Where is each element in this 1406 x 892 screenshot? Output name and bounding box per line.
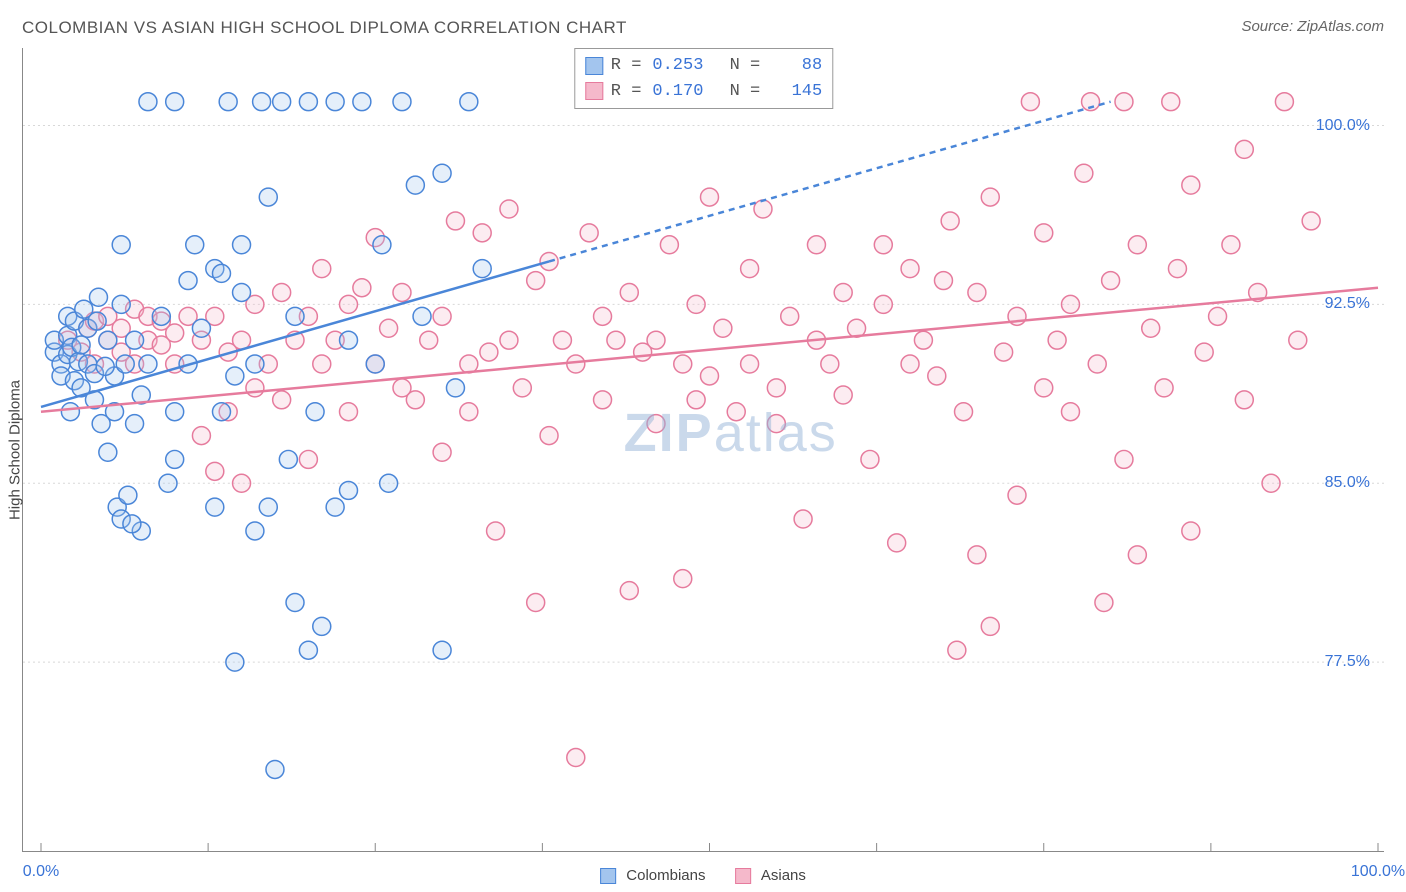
y-tick-label: 100.0%	[1316, 117, 1370, 135]
source-attribution: Source: ZipAtlas.com	[1241, 18, 1384, 35]
swatch-colombians-footer	[600, 868, 616, 884]
plot-area: High School Diploma ZIPatlas R = 0.253 N…	[22, 48, 1384, 852]
y-axis-label: High School Diploma	[7, 379, 24, 519]
y-tick-label: 85.0%	[1325, 474, 1370, 492]
legend-item-colombians: Colombians	[600, 867, 705, 884]
footer-legend: Colombians Asians	[600, 867, 806, 884]
stats-legend-box: R = 0.253 N = 88 R = 0.170 N = 145	[574, 48, 833, 109]
x-tick-label: 0.0%	[23, 863, 59, 881]
y-tick-label: 92.5%	[1325, 295, 1370, 313]
stats-row-colombians: R = 0.253 N = 88	[585, 53, 822, 79]
swatch-colombians	[585, 57, 603, 75]
swatch-asians-footer	[736, 868, 752, 884]
x-tick-label: 100.0%	[1351, 863, 1405, 881]
y-tick-label: 77.5%	[1325, 653, 1370, 671]
chart-title: COLOMBIAN VS ASIAN HIGH SCHOOL DIPLOMA C…	[22, 18, 627, 37]
swatch-asians	[585, 82, 603, 100]
chart-header: COLOMBIAN VS ASIAN HIGH SCHOOL DIPLOMA C…	[22, 18, 1384, 48]
legend-item-asians: Asians	[736, 867, 806, 884]
stats-row-asians: R = 0.170 N = 145	[585, 79, 822, 105]
scatter-plot-svg	[23, 48, 1384, 851]
